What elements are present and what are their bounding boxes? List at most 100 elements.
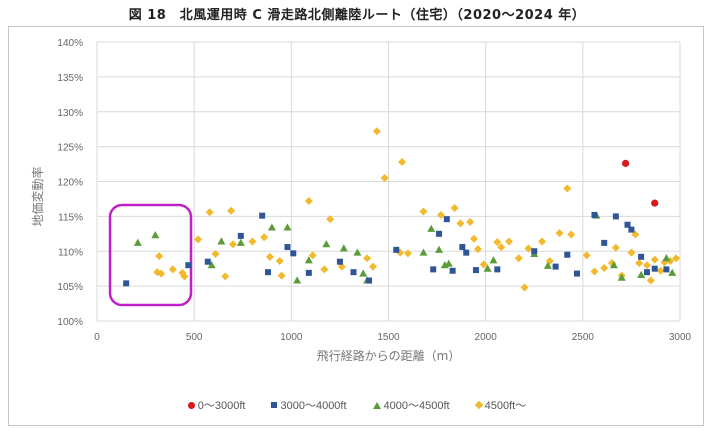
data-point	[590, 267, 599, 276]
data-point	[497, 243, 506, 252]
green-triangle-icon	[372, 401, 381, 409]
x-tick-label: 500	[186, 332, 203, 343]
data-point	[260, 233, 269, 242]
data-point	[574, 270, 581, 277]
data-point	[538, 237, 547, 246]
data-point	[133, 238, 142, 246]
data-point	[472, 267, 479, 274]
data-point	[393, 246, 400, 253]
legend-label: 3000～4000ft	[280, 400, 347, 412]
data-point	[275, 257, 284, 266]
data-point	[656, 266, 665, 275]
data-point	[353, 248, 362, 256]
yellow-diamond-icon	[474, 400, 483, 410]
red-circle-icon	[187, 401, 195, 409]
y-tick-label: 105%	[57, 282, 83, 293]
data-point	[217, 237, 226, 245]
y-axis-label: 地価変動率	[30, 166, 45, 226]
data-point	[672, 254, 681, 263]
data-point	[322, 240, 331, 248]
data-point	[650, 255, 659, 264]
data-point	[380, 174, 389, 183]
data-point	[470, 234, 479, 243]
data-point	[450, 204, 459, 213]
data-point	[646, 276, 655, 285]
blue-square-icon	[271, 402, 278, 408]
data-point	[308, 251, 317, 260]
y-tick-label: 140%	[57, 38, 83, 49]
data-point	[635, 259, 644, 268]
data-point	[449, 267, 456, 274]
data-point	[494, 266, 501, 273]
data-point	[611, 243, 620, 252]
data-point	[267, 223, 276, 231]
data-point	[194, 235, 203, 244]
data-point	[350, 269, 357, 276]
data-point	[227, 206, 236, 215]
data-point	[436, 230, 443, 237]
data-point	[265, 269, 272, 276]
legend-label: 4500ft～	[484, 400, 527, 412]
data-point	[236, 238, 245, 246]
data-point	[403, 249, 412, 258]
data-point	[627, 248, 636, 257]
data-point	[563, 184, 572, 193]
data-point	[466, 217, 475, 226]
data-point	[221, 272, 230, 281]
legend: 0～3000ft 3000～4000ft 4000～4500ft 4500ft～	[0, 397, 714, 413]
data-point	[157, 269, 166, 278]
data-point	[663, 266, 670, 273]
data-point	[419, 207, 428, 216]
data-point	[435, 245, 444, 253]
data-point	[456, 219, 465, 228]
x-tick-label: 1500	[377, 332, 400, 343]
data-point	[514, 254, 523, 263]
data-point	[628, 226, 635, 233]
data-point	[564, 251, 571, 258]
data-point	[624, 221, 631, 228]
data-point	[305, 269, 312, 276]
data-point	[204, 258, 211, 265]
data-point	[259, 212, 266, 219]
data-point	[473, 245, 482, 254]
legend-item-4500ft-plus: 4500ft～	[474, 397, 527, 413]
x-tick-label: 2000	[475, 332, 498, 343]
data-point	[443, 216, 450, 223]
data-point	[609, 261, 618, 269]
data-point	[638, 253, 645, 260]
data-point	[504, 237, 513, 246]
data-point	[555, 229, 564, 238]
data-point	[304, 197, 313, 206]
x-tick-label: 0	[94, 332, 100, 343]
data-point	[621, 159, 630, 167]
data-point	[211, 250, 220, 259]
data-point	[205, 208, 214, 217]
data-point	[366, 277, 373, 284]
data-point	[612, 213, 619, 220]
data-point	[520, 283, 529, 292]
data-point	[543, 261, 552, 269]
data-point	[237, 232, 244, 239]
data-point	[483, 264, 492, 272]
data-point	[265, 252, 274, 261]
chart-title: 図 18 北風運用時 C 滑走路北側離陸ルート（住宅）（2020～2024 年）	[128, 8, 586, 23]
data-point	[459, 244, 466, 251]
legend-label: 0～3000ft	[197, 400, 246, 412]
data-point	[642, 261, 651, 270]
y-tick-label: 130%	[57, 108, 83, 119]
y-tick-label: 120%	[57, 178, 83, 189]
data-point	[668, 268, 677, 276]
data-point	[185, 262, 192, 269]
data-point	[651, 265, 658, 272]
data-point	[359, 269, 368, 277]
data-point	[290, 250, 297, 257]
y-tick-label: 100%	[57, 317, 83, 328]
data-point	[427, 224, 436, 232]
data-point	[339, 244, 348, 252]
data-point	[293, 276, 302, 284]
data-point	[436, 210, 445, 219]
x-tick-label: 2500	[572, 332, 595, 343]
y-tick-label: 135%	[57, 73, 83, 84]
data-point	[320, 265, 329, 274]
